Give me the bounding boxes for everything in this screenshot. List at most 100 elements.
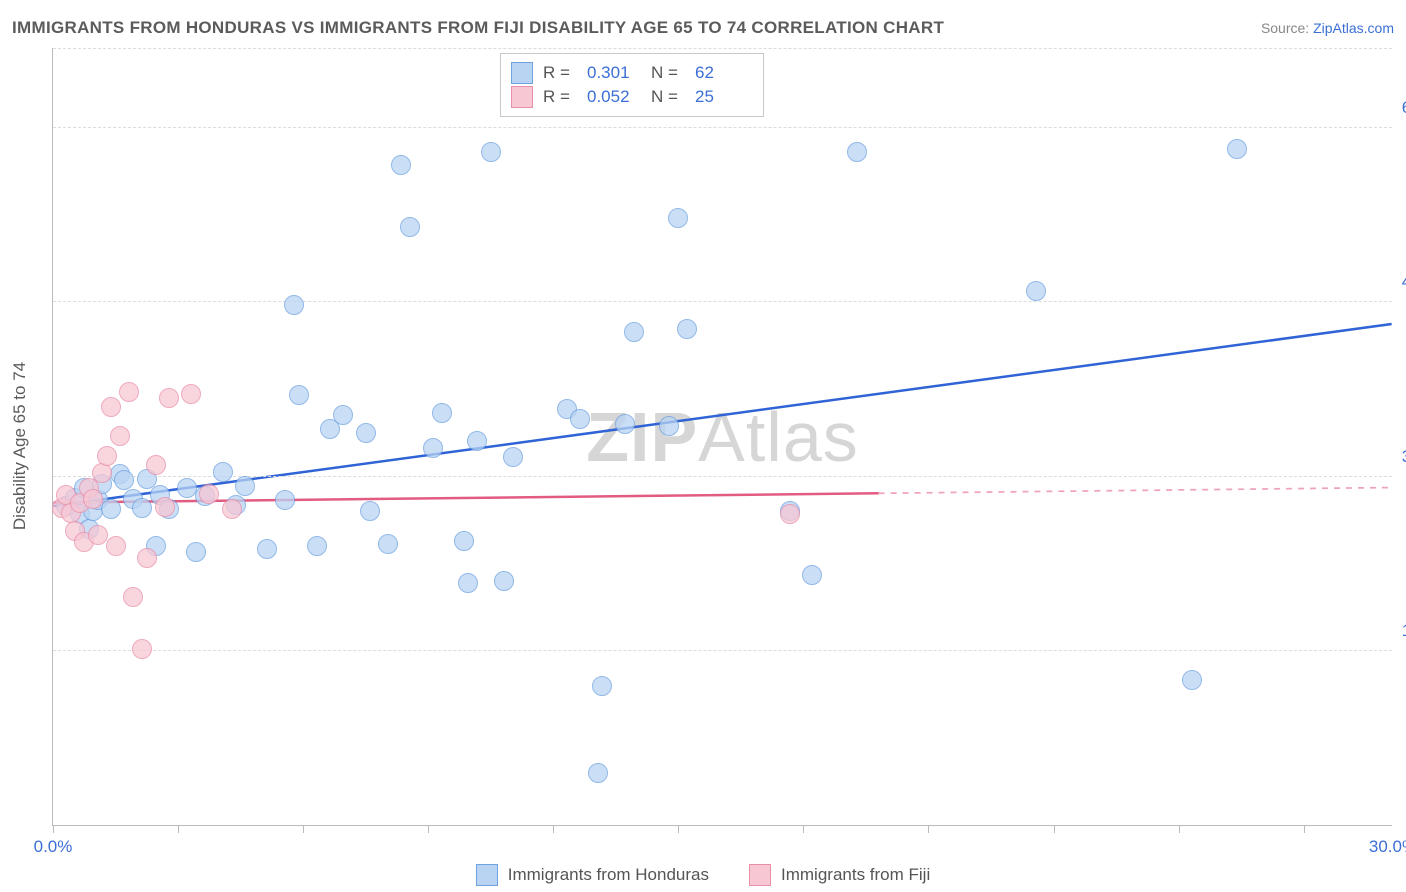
data-point [235, 476, 255, 496]
legend-r-label: R = [543, 87, 577, 107]
legend-r-value: 0.301 [587, 63, 641, 83]
watermark: ZIPAtlas [586, 397, 859, 477]
chart-title: IMMIGRANTS FROM HONDURAS VS IMMIGRANTS F… [12, 18, 944, 38]
data-point [668, 208, 688, 228]
x-tick [928, 825, 929, 833]
x-tick [553, 825, 554, 833]
x-tick [303, 825, 304, 833]
x-tick [1179, 825, 1180, 833]
x-tick [53, 825, 54, 833]
data-point [624, 322, 644, 342]
legend-n-label: N = [651, 63, 685, 83]
series-legend: Immigrants from Honduras Immigrants from … [0, 864, 1406, 886]
x-tick [428, 825, 429, 833]
series-name: Immigrants from Honduras [508, 865, 709, 885]
data-point [454, 531, 474, 551]
legend-r-value: 0.052 [587, 87, 641, 107]
data-point [92, 463, 112, 483]
y-tick-label: 15.0% [1402, 621, 1406, 641]
data-point [356, 423, 376, 443]
data-point [106, 536, 126, 556]
data-point [101, 397, 121, 417]
correlation-legend: R = 0.301 N = 62 R = 0.052 N = 25 [500, 53, 764, 117]
data-point [333, 405, 353, 425]
data-point [458, 573, 478, 593]
data-point [132, 498, 152, 518]
data-point [432, 403, 452, 423]
legend-swatch [511, 86, 533, 108]
x-tick [1054, 825, 1055, 833]
data-point [467, 431, 487, 451]
data-point [146, 455, 166, 475]
data-point [123, 587, 143, 607]
data-point [494, 571, 514, 591]
data-point [847, 142, 867, 162]
data-point [400, 217, 420, 237]
data-point [101, 499, 121, 519]
gridline [53, 301, 1392, 302]
data-point [284, 295, 304, 315]
data-point [1227, 139, 1247, 159]
trend-lines [53, 48, 1392, 825]
y-tick-label: 45.0% [1402, 272, 1406, 292]
data-point [570, 409, 590, 429]
data-point [360, 501, 380, 521]
legend-n-value: 25 [695, 87, 749, 107]
legend-item: Immigrants from Fiji [749, 864, 930, 886]
legend-swatch [511, 62, 533, 84]
data-point [588, 763, 608, 783]
data-point [155, 497, 175, 517]
data-point [592, 676, 612, 696]
series-name: Immigrants from Fiji [781, 865, 930, 885]
x-tick [803, 825, 804, 833]
data-point [802, 565, 822, 585]
data-point [83, 489, 103, 509]
legend-n-label: N = [651, 87, 685, 107]
data-point [481, 142, 501, 162]
data-point [659, 416, 679, 436]
legend-swatch [476, 864, 498, 886]
gridline [53, 476, 1392, 477]
legend-r-label: R = [543, 63, 577, 83]
source-attribution: Source: ZipAtlas.com [1261, 20, 1394, 36]
y-tick-label: 60.0% [1402, 98, 1406, 118]
data-point [615, 414, 635, 434]
data-point [114, 470, 134, 490]
gridline [53, 127, 1392, 128]
data-point [257, 539, 277, 559]
data-point [181, 384, 201, 404]
data-point [159, 388, 179, 408]
scatter-plot: ZIPAtlas R =0.301N =62R =0.052N =25 15.0… [52, 48, 1392, 826]
data-point [186, 542, 206, 562]
data-point [97, 446, 117, 466]
x-tick [678, 825, 679, 833]
gridline [53, 48, 1392, 49]
legend-row: R = 0.052 N = 25 [511, 86, 749, 108]
legend-item: Immigrants from Honduras [476, 864, 709, 886]
data-point [780, 504, 800, 524]
gridline [53, 650, 1392, 651]
data-point [503, 447, 523, 467]
x-tick-label: 30.0% [1369, 837, 1406, 857]
y-tick-label: 30.0% [1402, 447, 1406, 467]
data-point [289, 385, 309, 405]
data-point [677, 319, 697, 339]
y-axis-title: Disability Age 65 to 74 [10, 362, 30, 530]
data-point [222, 499, 242, 519]
legend-swatch [749, 864, 771, 886]
data-point [137, 548, 157, 568]
data-point [110, 426, 130, 446]
legend-n-value: 62 [695, 63, 749, 83]
data-point [275, 490, 295, 510]
legend-row: R = 0.301 N = 62 [511, 62, 749, 84]
data-point [307, 536, 327, 556]
data-point [1182, 670, 1202, 690]
data-point [213, 462, 233, 482]
x-tick [178, 825, 179, 833]
x-tick-label: 0.0% [34, 837, 73, 857]
data-point [88, 525, 108, 545]
source-link[interactable]: ZipAtlas.com [1313, 20, 1394, 36]
data-point [378, 534, 398, 554]
x-tick [1304, 825, 1305, 833]
data-point [391, 155, 411, 175]
